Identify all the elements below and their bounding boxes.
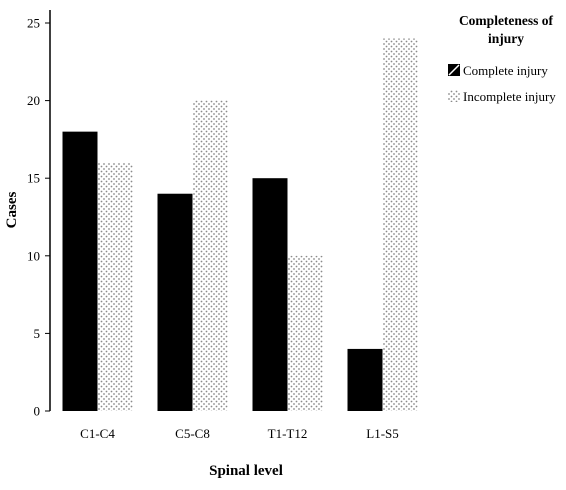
x-tick-label-t1-t12: T1-T12	[268, 426, 308, 441]
bar-incomplete-c5-c8	[192, 100, 228, 411]
x-axis-title: Spinal level	[209, 463, 283, 479]
y-tick-label-15: 15	[27, 171, 40, 186]
legend-title-line-2: injury	[488, 31, 524, 46]
legend-label-incomplete: Incomplete injury	[463, 89, 556, 104]
x-axis-ticks: C1-C4 C5-C8 T1-T12 L1-S5	[80, 426, 399, 441]
legend-swatch-incomplete	[448, 90, 460, 102]
y-axis-title: Cases	[4, 192, 20, 229]
bar-complete-l1-s5	[347, 348, 383, 411]
x-tick-label-c5-c8: C5-C8	[175, 426, 210, 441]
bar-incomplete-l1-s5	[382, 38, 418, 412]
y-tick-label-20: 20	[27, 93, 40, 108]
bar-complete-c1-c4	[62, 131, 98, 411]
legend-label-complete: Complete injury	[463, 63, 548, 78]
bar-complete-c5-c8	[157, 193, 193, 411]
bar-incomplete-c1-c4	[97, 162, 133, 411]
bar-complete-t1-t12	[252, 178, 288, 411]
y-tick-label-5: 5	[34, 326, 41, 341]
x-tick-label-c1-c4: C1-C4	[80, 426, 115, 441]
legend-title-line-1: Completeness of	[459, 13, 554, 28]
x-tick-label-l1-s5: L1-S5	[366, 426, 399, 441]
y-tick-label-25: 25	[27, 16, 40, 31]
bars-group	[62, 38, 418, 412]
y-axis-ticks: 0 5 10 15 20 25	[27, 16, 50, 419]
legend: Completeness of injury Complete injury I…	[448, 13, 556, 104]
bar-incomplete-t1-t12	[287, 255, 323, 411]
y-tick-label-10: 10	[27, 248, 40, 263]
legend-swatch-complete-hatch	[448, 64, 460, 76]
y-tick-label-0: 0	[34, 404, 41, 419]
